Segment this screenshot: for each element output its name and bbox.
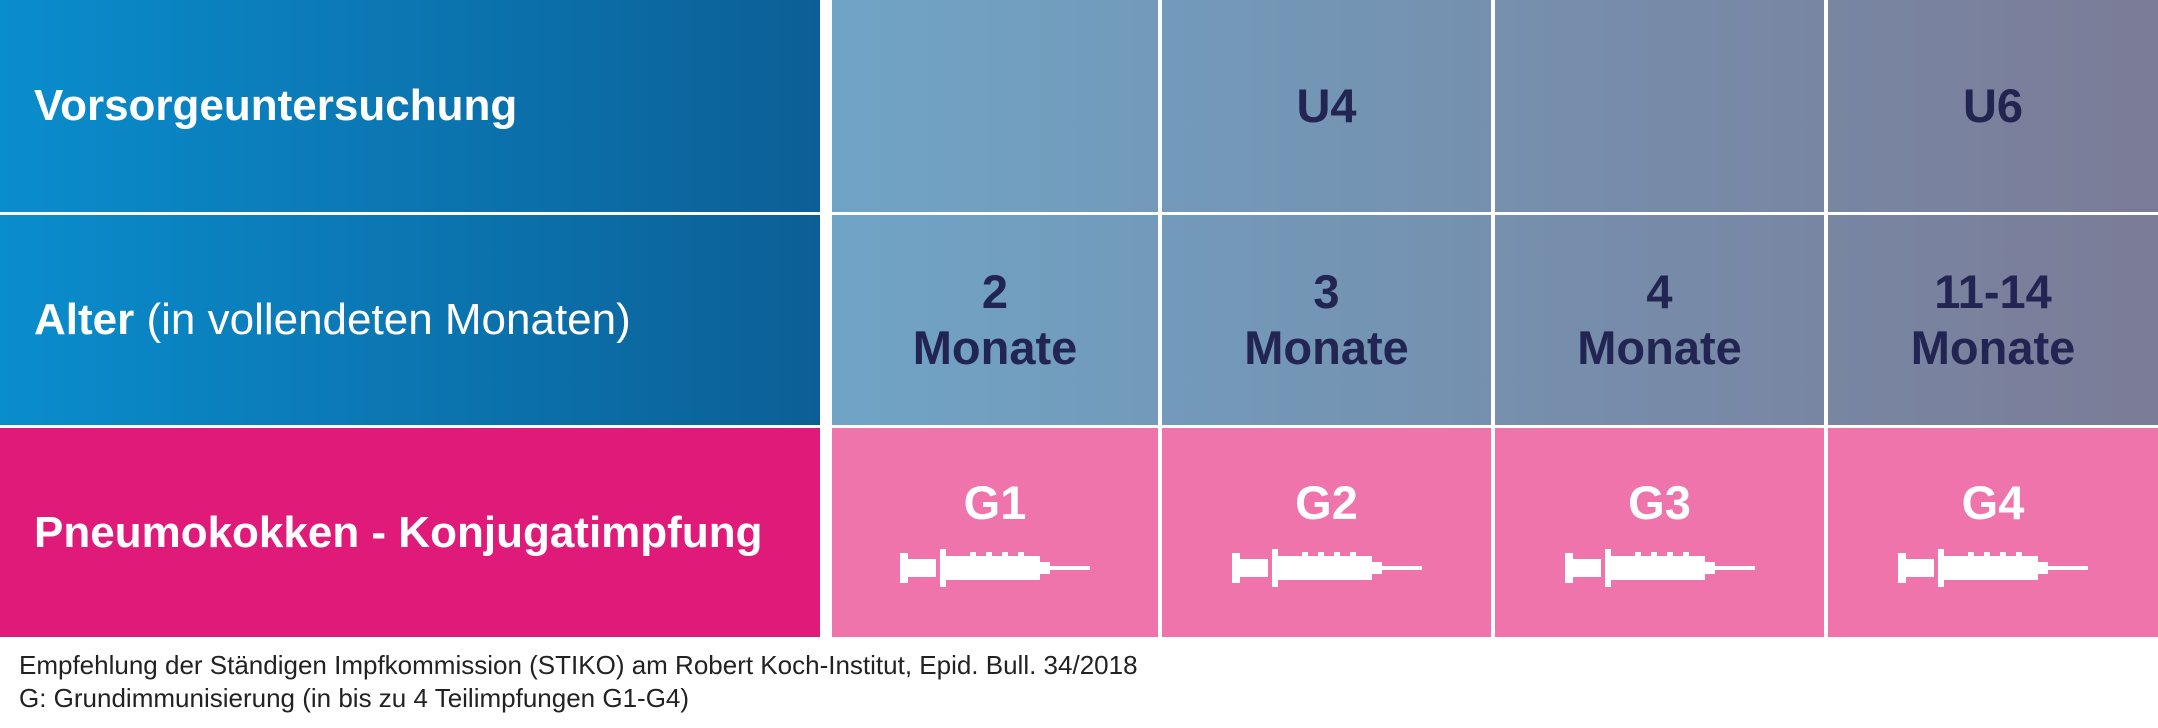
cell-text: Monate: [912, 321, 1078, 374]
row-label: Alter (in vollendeten Monaten): [0, 215, 820, 425]
cell-text: 11-14: [1934, 265, 2052, 318]
label: Alter: [34, 295, 135, 344]
cell-text: 2: [981, 265, 1009, 318]
cell: 4 Monate: [1495, 215, 1824, 425]
syringe-icon: [1898, 548, 2088, 587]
cell: G4: [1828, 428, 2158, 637]
cell: G3: [1495, 428, 1824, 637]
cell: 3 Monate: [1162, 215, 1491, 425]
cell-text: 3: [1313, 265, 1340, 318]
cell-text: U4: [1296, 79, 1357, 132]
label-note: (in vollendeten Monaten): [134, 295, 631, 344]
row-label: Vorsorgeuntersuchung: [0, 0, 820, 212]
cell: [1495, 0, 1824, 212]
cell-text: G1: [963, 475, 1027, 529]
cell: G1: [832, 428, 1158, 637]
cell-text: G4: [1961, 475, 2025, 529]
syringe-icon: [1564, 548, 1755, 587]
cell: U6: [1828, 0, 2158, 212]
cell-text: 4: [1646, 265, 1673, 318]
syringe-icon: [900, 548, 1090, 587]
syringe-icon: [1231, 548, 1422, 587]
label: Vorsorgeuntersuchung: [34, 81, 518, 130]
cell: G2: [1162, 428, 1491, 637]
cell-text: G2: [1295, 475, 1358, 529]
footnote: Empfehlung der Ständigen Impfkommission …: [19, 650, 1138, 680]
row-label: Pneumokokken - Konjugatimpfung: [0, 428, 820, 637]
footnote: G: Grundimmunisierung (in bis zu 4 Teili…: [19, 683, 690, 713]
cell: 2 Monate: [832, 215, 1158, 425]
cell: [832, 0, 1158, 212]
cell: 11-14 Monate: [1828, 215, 2158, 425]
cell-text: Monate: [1910, 321, 2076, 374]
cell-text: U6: [1962, 79, 2024, 132]
cell: U4: [1162, 0, 1491, 212]
label: Pneumokokken - Konjugatimpfung: [34, 507, 763, 557]
cell-text: G3: [1628, 475, 1691, 529]
cell-text: Monate: [1244, 321, 1409, 374]
cell-text: Monate: [1577, 321, 1742, 374]
